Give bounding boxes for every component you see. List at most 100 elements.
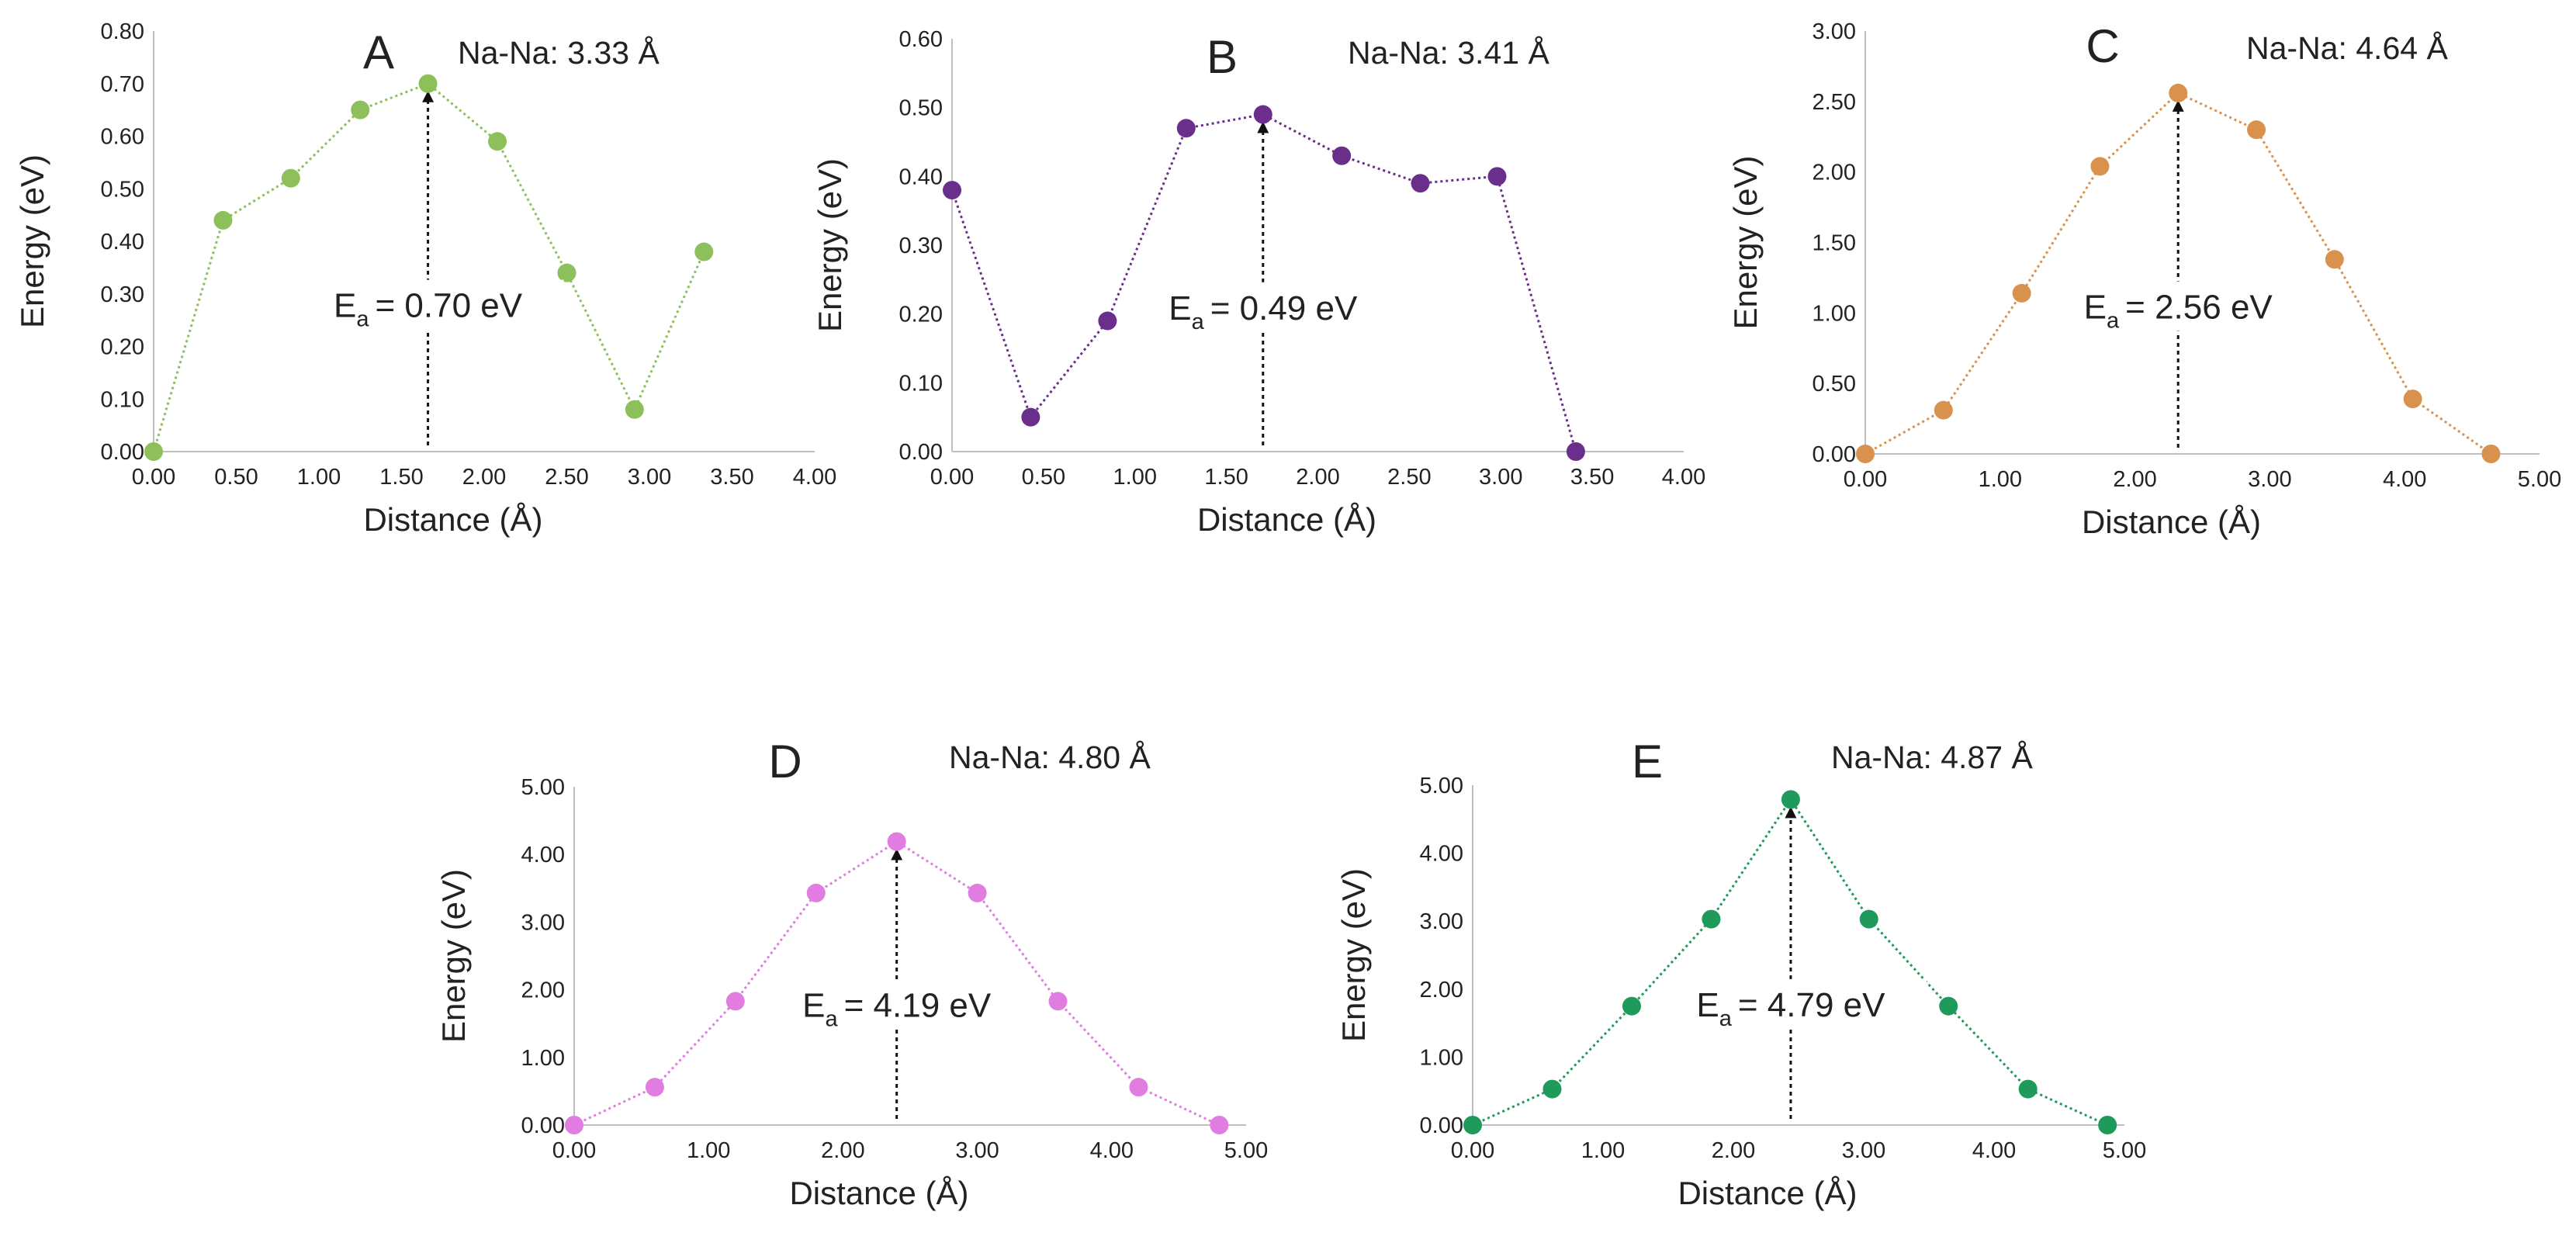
- y-tick-label: 1.00: [521, 1046, 565, 1071]
- y-tick-label: 1.00: [1420, 1045, 1463, 1070]
- activation-energy-subscript: a: [2107, 309, 2120, 334]
- data-point: [625, 400, 644, 419]
- x-tick-label: 4.00: [793, 465, 836, 490]
- x-tick-label: 2.50: [545, 465, 588, 490]
- activation-energy-value: = 4.79 eV: [1738, 986, 1885, 1024]
- activation-energy-label: Ea = 2.56 eV: [2042, 281, 2315, 334]
- x-tick-label: 5.00: [2103, 1138, 2146, 1163]
- y-axis-title: Energy (eV): [1335, 868, 1372, 1042]
- x-tick-label: 4.00: [1662, 465, 1705, 490]
- x-tick-label: 3.00: [1479, 465, 1522, 490]
- activation-energy-subscript: a: [356, 307, 369, 332]
- data-point: [1566, 442, 1585, 461]
- x-axis-title: Distance (Å): [1678, 1175, 1857, 1211]
- x-tick-label: 1.00: [1113, 465, 1157, 490]
- panel-b: 0.00 0.50 1.00 1.50 2.00 2.50 3.00 3.50 4.00 0.00…: [812, 27, 1705, 538]
- panel-c: 0.00 1.00 2.00 3.00 4.00 5.00 0.00 0.50 1.00 1.50…: [1727, 19, 2561, 540]
- x-axis-title: Distance (Å): [1197, 501, 1376, 538]
- y-tick-label: 3.00: [521, 910, 565, 935]
- data-point: [887, 832, 906, 851]
- y-tick-label: 0.60: [101, 125, 144, 150]
- data-point: [1939, 996, 1958, 1016]
- x-tick-label: 1.00: [1581, 1138, 1625, 1163]
- x-axis-title: Distance (Å): [363, 501, 542, 538]
- activation-energy-background: [1127, 282, 1399, 332]
- activation-energy-text: Ea = 4.79 eV: [1696, 986, 1885, 1031]
- y-tick-label: 0.00: [899, 440, 943, 465]
- data-point: [1781, 790, 1800, 809]
- y-tick-label: 0.20: [101, 335, 144, 360]
- data-point: [1856, 445, 1875, 463]
- x-tick-label: 3.50: [710, 465, 753, 490]
- x-tick-label: 0.50: [1022, 465, 1065, 490]
- x-tick-label: 0.00: [1451, 1138, 1494, 1163]
- activation-energy-symbol: E: [2084, 289, 2107, 327]
- activation-energy-subscript: a: [1719, 1006, 1733, 1031]
- data-point: [565, 1116, 583, 1134]
- x-tick-label: 2.00: [1712, 1138, 1755, 1163]
- panel-letter: D: [768, 736, 802, 788]
- panel-a: 0.00 0.50 1.00 1.50 2.00 2.50 3.00 3.50 4.00 0.00…: [14, 19, 836, 538]
- data-point: [1332, 146, 1352, 165]
- y-tick-label: 2.00: [521, 978, 565, 1003]
- y-tick-label: 1.00: [1813, 301, 1856, 326]
- y-tick-label: 0.10: [101, 387, 144, 412]
- y-tick-label: 5.00: [521, 775, 565, 800]
- activation-energy-background: [2042, 281, 2315, 331]
- data-point: [1021, 407, 1040, 427]
- data-point: [2403, 390, 2422, 409]
- y-tick-label: 1.50: [1813, 231, 1856, 256]
- data-point: [1542, 1079, 1562, 1099]
- y-tick-label: 0.20: [899, 303, 943, 327]
- x-tick-label: 1.00: [687, 1138, 730, 1163]
- na-na-distance-annotation: Na-Na: 4.64 Å: [2246, 30, 2448, 66]
- data-point: [1934, 400, 1953, 420]
- y-tick-label: 0.10: [899, 371, 943, 396]
- activation-energy-value: = 0.70 eV: [376, 287, 523, 325]
- data-point: [418, 74, 438, 93]
- activation-energy-symbol: E: [802, 986, 825, 1024]
- data-point: [2325, 250, 2344, 269]
- y-tick-label: 2.50: [1813, 90, 1856, 115]
- x-tick-label: 1.00: [297, 465, 341, 490]
- data-point: [694, 242, 714, 261]
- y-axis-title: Energy (eV): [14, 154, 50, 328]
- data-point: [2247, 120, 2266, 140]
- y-tick-label: 3.00: [1420, 909, 1463, 934]
- y-tick-label: 0.80: [101, 19, 144, 44]
- y-tick-label: 2.00: [1420, 978, 1463, 1002]
- activation-energy-background: [1654, 978, 1927, 1029]
- activation-energy-label: Ea = 0.70 eV: [292, 279, 564, 332]
- na-na-distance-annotation: Na-Na: 4.87 Å: [1831, 739, 2033, 775]
- data-point: [645, 1078, 664, 1097]
- x-tick-label: 4.00: [1972, 1138, 2016, 1163]
- data-point: [2481, 445, 2501, 463]
- data-point: [213, 210, 233, 230]
- x-tick-label: 5.00: [1224, 1138, 1268, 1163]
- data-point: [2090, 157, 2110, 176]
- data-point: [2012, 283, 2031, 303]
- y-tick-label: 4.00: [1420, 842, 1463, 867]
- activation-energy-symbol: E: [1169, 289, 1191, 327]
- y-tick-label: 3.00: [1813, 19, 1856, 44]
- panel-letter: B: [1207, 31, 1238, 83]
- data-point: [1622, 996, 1641, 1016]
- data-point: [1411, 174, 1430, 193]
- activation-energy-symbol: E: [334, 287, 356, 325]
- activation-energy-text: Ea = 4.19 eV: [802, 986, 992, 1031]
- x-tick-label: 4.00: [2383, 467, 2426, 492]
- y-tick-label: 2.00: [1813, 161, 1856, 185]
- y-axis-title: Energy (eV): [435, 869, 472, 1043]
- y-tick-label: 0.40: [899, 164, 943, 189]
- x-tick-label: 3.00: [1842, 1138, 1885, 1163]
- x-tick-label: 5.00: [2518, 467, 2561, 492]
- panel-letter: C: [2086, 20, 2119, 72]
- y-tick-label: 0.50: [899, 96, 943, 121]
- x-tick-label: 2.00: [2113, 467, 2156, 492]
- activation-energy-subscript: a: [1192, 310, 1205, 334]
- activation-energy-label: Ea = 4.19 eV: [760, 979, 1033, 1031]
- x-tick-label: 1.50: [1204, 465, 1248, 490]
- data-point: [943, 181, 961, 200]
- data-point: [1487, 167, 1507, 186]
- y-tick-label: 0.70: [101, 72, 144, 97]
